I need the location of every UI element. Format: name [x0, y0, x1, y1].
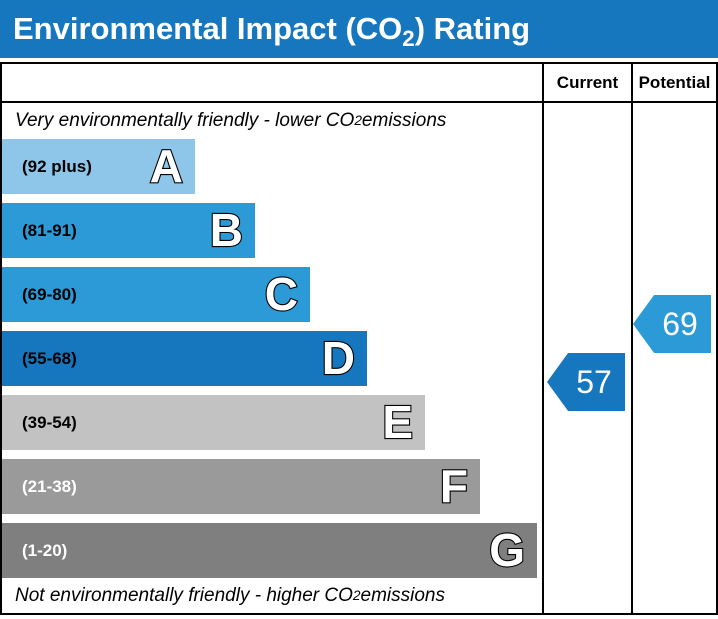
- band-range-label: (1-20): [22, 540, 68, 560]
- current-column-header: Current: [556, 72, 619, 92]
- rating-band-c: (69-80) C: [2, 267, 310, 322]
- band-letter: D: [321, 331, 356, 385]
- rating-band-b: (81-91) B: [2, 203, 255, 258]
- potential-column-header: Potential: [638, 72, 711, 92]
- page-title: Environmental Impact (CO2) Rating: [13, 11, 531, 52]
- band-range-label: (21-38): [22, 476, 77, 496]
- band-letter: B: [209, 203, 244, 257]
- band-range-label: (69-80): [22, 284, 77, 304]
- band-range-label: (92 plus): [22, 156, 92, 176]
- rating-band-f: (21-38) F: [2, 459, 480, 514]
- header-divider: [2, 101, 716, 103]
- top-caption: Very environmentally friendly - lower CO…: [15, 110, 447, 131]
- rating-band-g: (1-20) G: [2, 523, 537, 578]
- bottom-caption: Not environmentally friendly - higher CO…: [15, 584, 446, 606]
- band-range-label: (55-68): [22, 348, 77, 368]
- band-letter: E: [381, 395, 414, 449]
- band-letter: C: [264, 267, 299, 321]
- title-subscript: 2: [402, 26, 415, 52]
- band-letter: A: [149, 139, 184, 193]
- rating-band-d: (55-68) D: [2, 331, 367, 386]
- title-bar: Environmental Impact (CO2) Rating: [0, 0, 718, 58]
- rating-band-e: (39-54) E: [2, 395, 425, 450]
- band-letter: F: [439, 459, 469, 513]
- band-range-label: (81-91): [22, 220, 77, 240]
- band-letter: G: [488, 523, 526, 577]
- rating-table: Current Potential Very environmentally f…: [0, 62, 718, 615]
- band-range-label: (39-54): [22, 412, 77, 432]
- potential-column-divider: [631, 64, 633, 613]
- potential-rating-arrow: 69: [633, 295, 711, 353]
- current-rating-arrow: 57: [547, 353, 625, 411]
- rating-band-a: (92 plus) A: [2, 139, 195, 194]
- current-column-divider: [542, 64, 544, 613]
